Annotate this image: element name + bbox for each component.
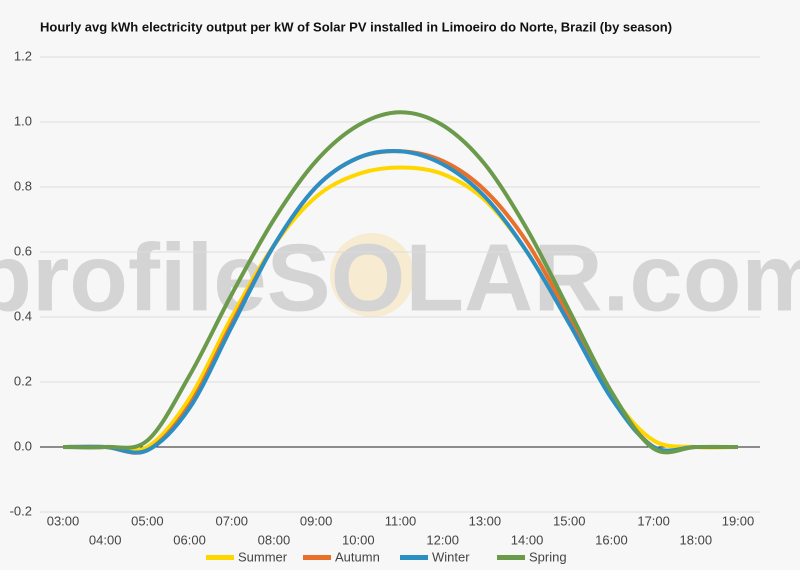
y-tick-label: -0.2	[10, 503, 32, 518]
legend-label: Summer	[238, 549, 288, 564]
y-tick-label: 1.0	[14, 113, 32, 128]
legend-label: Autumn	[335, 549, 380, 564]
x-tick-label: 03:00	[47, 513, 80, 528]
x-tick-label: 10:00	[342, 532, 375, 547]
x-tick-label: 13:00	[469, 513, 502, 528]
x-tick-label: 16:00	[595, 532, 628, 547]
series-line	[62, 148, 738, 455]
y-tick-label: 1.2	[14, 48, 32, 63]
x-tick-label: 18:00	[680, 532, 713, 547]
x-tick-label: 15:00	[553, 513, 586, 528]
y-tick-label: 0.0	[14, 438, 32, 453]
x-tick-label: 05:00	[131, 513, 164, 528]
legend-swatch	[400, 555, 428, 560]
x-tick-label: 14:00	[511, 532, 544, 547]
legend-swatch	[497, 555, 525, 560]
legend-label: Spring	[529, 549, 567, 564]
watermark-group: profileSOLAR.com	[0, 224, 800, 331]
x-tick-label: 19:00	[722, 513, 755, 528]
x-tick-label: 06:00	[173, 532, 206, 547]
x-tick-label: 07:00	[215, 513, 248, 528]
chart-title: Hourly avg kWh electricity output per kW…	[40, 19, 672, 34]
x-tick-label: 17:00	[637, 513, 670, 528]
legend-swatch	[303, 555, 331, 560]
series-line	[62, 110, 739, 455]
y-tick-label: 0.8	[14, 178, 32, 193]
x-tick-label: 11:00	[385, 513, 417, 528]
watermark-sun	[330, 233, 414, 317]
y-tick-label: 0.4	[14, 308, 32, 323]
y-tick-label: 0.2	[14, 373, 32, 388]
grid	[40, 56, 760, 513]
x-tick-label: 08:00	[258, 532, 291, 547]
x-tick-label: 09:00	[300, 513, 333, 528]
legend-swatch	[206, 555, 234, 560]
x-tick-label: 12:00	[426, 532, 459, 547]
watermark: profileSOLAR.com	[0, 224, 800, 331]
y-tick-label: 0.6	[14, 243, 32, 258]
legend-label: Winter	[432, 549, 470, 564]
x-tick-label: 04:00	[89, 532, 122, 547]
